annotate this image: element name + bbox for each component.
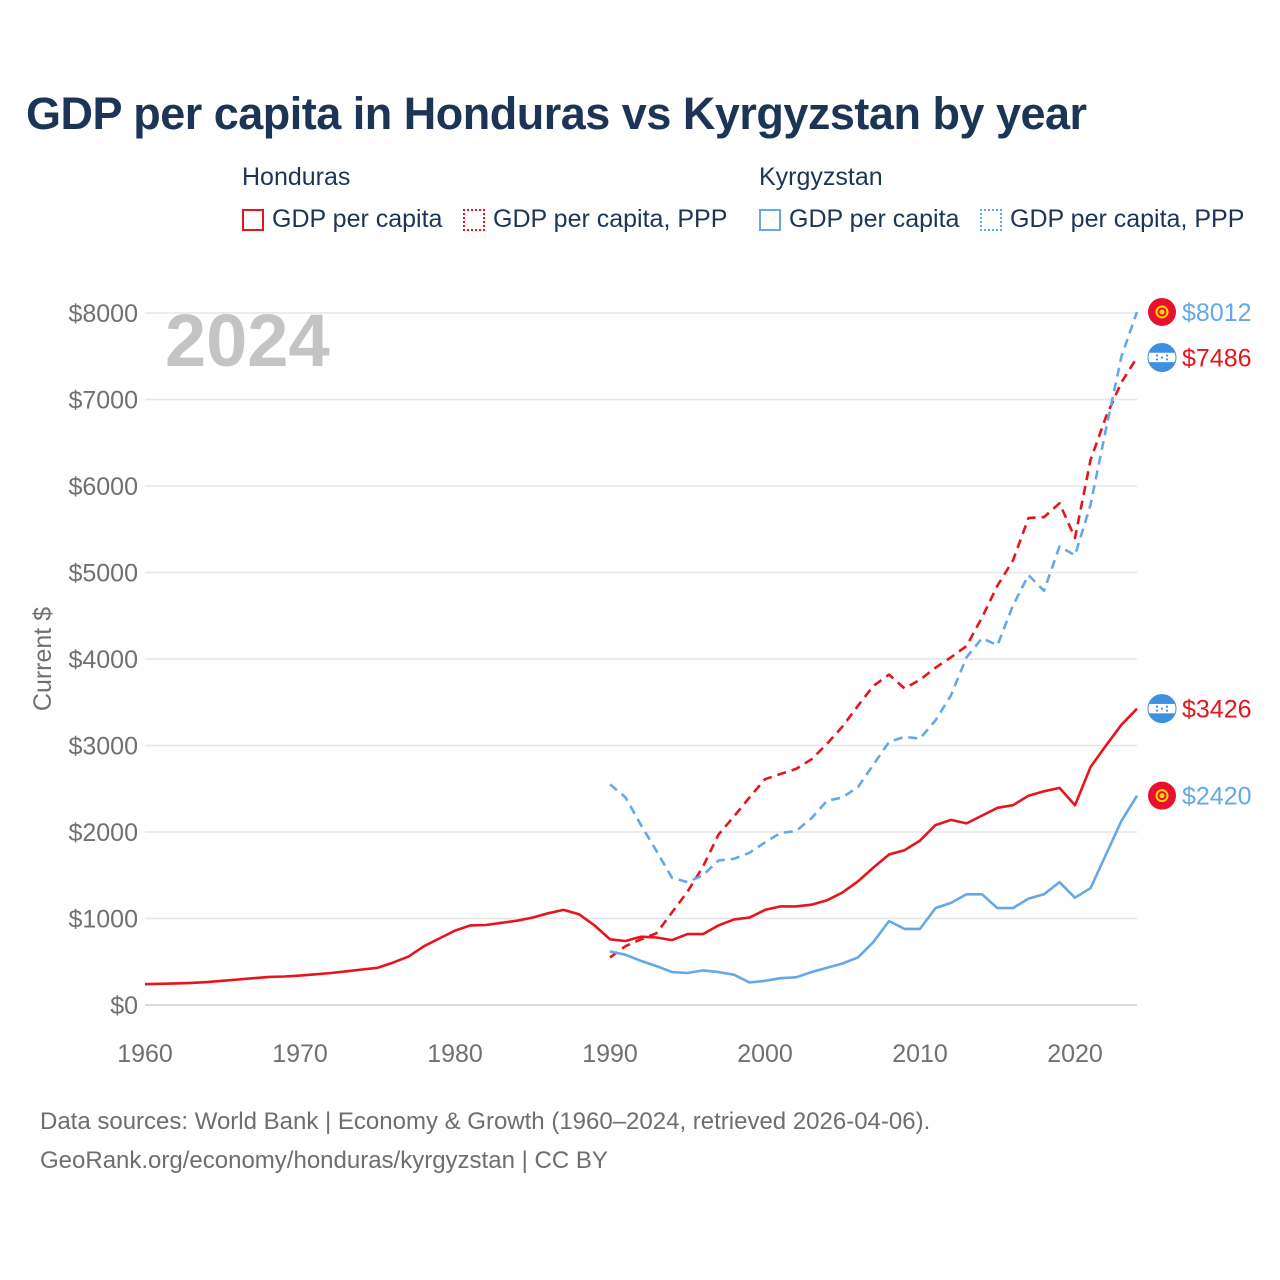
solid-swatch-icon [242, 208, 264, 231]
y-tick-label: $2000 [68, 819, 138, 847]
solid-swatch-icon [759, 208, 781, 231]
series-line-0 [144, 707, 1138, 986]
end-value-label: $3426 [1182, 696, 1252, 724]
flag-top-stripe [1148, 343, 1176, 353]
x-tick-label: 1980 [427, 1040, 483, 1068]
y-axis-title: Current $ [29, 607, 57, 711]
flag-star-icon [1160, 707, 1164, 710]
series-line-2 [609, 795, 1139, 984]
x-tick-label: 2020 [1047, 1040, 1103, 1068]
legend-item-honduras-gdp[interactable]: GDP per capita [242, 205, 442, 234]
flag-sun-icon [1155, 305, 1169, 319]
x-tick-label: 1990 [582, 1040, 638, 1068]
flag-star-icon [1165, 705, 1169, 708]
legend-label: GDP per capita, PPP [493, 205, 728, 233]
series-line-1 [609, 356, 1139, 959]
y-tick-label: $8000 [68, 300, 138, 328]
dotted-swatch-icon [980, 208, 1002, 231]
flag-star-icon [1165, 709, 1169, 712]
legend-label: GDP per capita [789, 205, 960, 233]
flag-sun-core-icon [1159, 309, 1165, 315]
flag-star-icon [1155, 358, 1159, 361]
legend-label: GDP per capita [272, 205, 443, 233]
year-watermark: 2024 [165, 299, 330, 382]
flag-bottom-stripe [1148, 362, 1176, 372]
flag-star-icon [1155, 709, 1159, 712]
end-value-label: $7486 [1182, 344, 1252, 372]
y-tick-label: $1000 [68, 906, 138, 934]
y-tick-label: $0 [110, 992, 138, 1020]
flag-sun-icon [1155, 789, 1169, 803]
flag-star-icon [1165, 354, 1169, 357]
y-tick-label: $3000 [68, 733, 138, 761]
y-tick-label: $6000 [68, 473, 138, 501]
flag-star-icon [1165, 358, 1169, 361]
x-tick-label: 2010 [892, 1040, 948, 1068]
legend-item-kyrgyzstan-gdp-ppp[interactable]: GDP per capita, PPP [980, 205, 1244, 234]
y-tick-label: $5000 [68, 560, 138, 588]
end-value-label: $2420 [1182, 783, 1252, 811]
end-value-label: $8012 [1182, 299, 1252, 327]
x-tick-label: 1970 [272, 1040, 328, 1068]
flag-bottom-stripe [1148, 713, 1176, 723]
dotted-swatch-icon [463, 208, 485, 231]
legend-item-honduras-gdp-ppp[interactable]: GDP per capita, PPP [463, 205, 727, 234]
footer-source: Data sources: World Bank | Economy & Gro… [40, 1108, 931, 1135]
y-tick-label: $7000 [68, 387, 138, 415]
series-line-3 [609, 311, 1139, 884]
legend-label: GDP per capita, PPP [1010, 205, 1245, 233]
flag-sun-core-icon [1159, 793, 1165, 799]
x-tick-label: 1960 [117, 1040, 173, 1068]
flag-top-stripe [1148, 694, 1176, 704]
y-tick-label: $4000 [68, 646, 138, 674]
chart-title: GDP per capita in Honduras vs Kyrgyzstan… [26, 88, 1087, 139]
flag-star-icon [1160, 356, 1164, 359]
legend-group-kyrgyzstan: Kyrgyzstan [759, 163, 883, 191]
flag-star-icon [1155, 354, 1159, 357]
legend-item-kyrgyzstan-gdp[interactable]: GDP per capita [759, 205, 959, 234]
footer-link[interactable]: GeoRank.org/economy/honduras/kyrgyzstan … [40, 1147, 608, 1174]
legend-group-honduras: Honduras [242, 163, 351, 191]
flag-star-icon [1155, 705, 1159, 708]
x-tick-label: 2000 [737, 1040, 793, 1068]
